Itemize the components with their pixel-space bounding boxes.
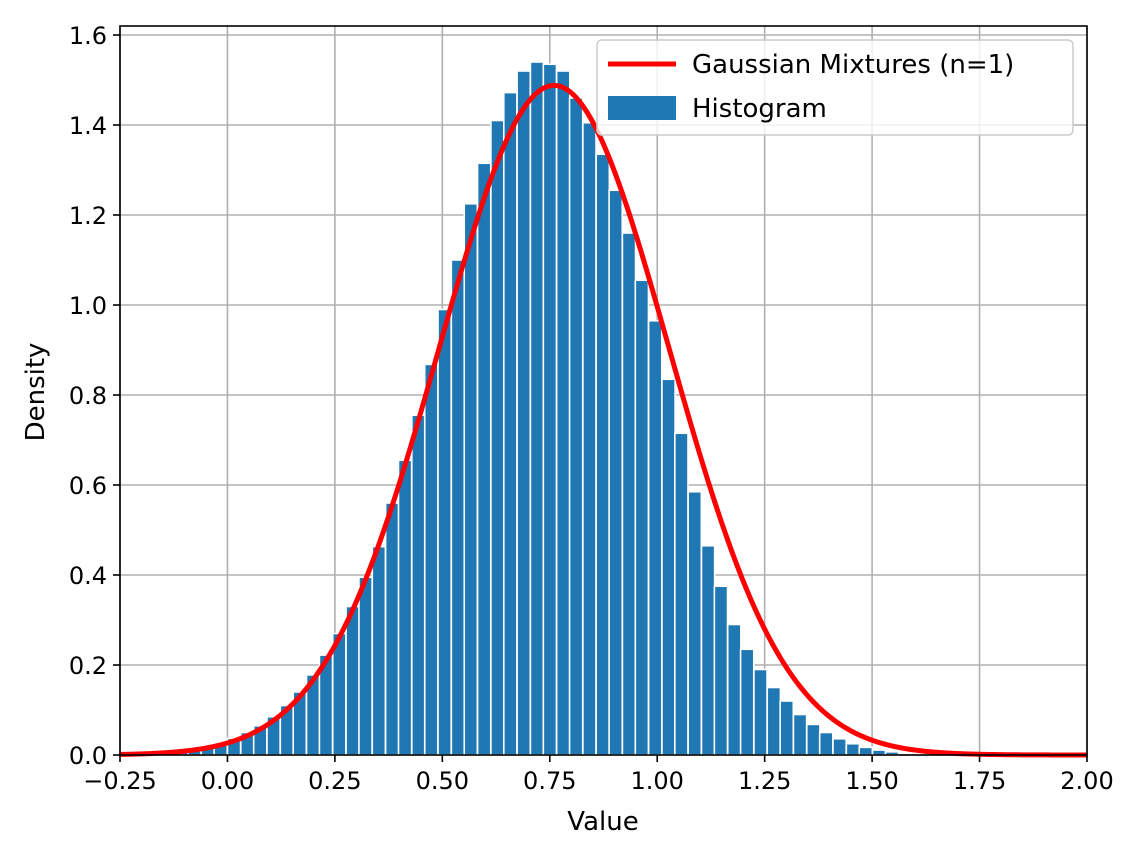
- x-tick-label: 0.00: [201, 767, 254, 795]
- histogram-bar: [726, 623, 742, 756]
- gaussian-curve-layer: [119, 82, 1088, 758]
- y-tick-label: 1.4: [69, 112, 107, 140]
- histogram-bar: [739, 648, 755, 756]
- histogram-bar: [634, 279, 650, 756]
- legend-label-gaussian: Gaussian Mixtures (n=1): [692, 50, 1014, 80]
- histogram-bar: [450, 259, 466, 756]
- x-tick-label: −0.25: [83, 767, 157, 795]
- histogram-bar: [516, 70, 532, 756]
- histogram-bar: [542, 63, 558, 756]
- histogram-bar: [331, 632, 347, 756]
- histogram-bar: [582, 121, 597, 756]
- histogram-bars: [147, 61, 913, 756]
- histogram-bar: [805, 723, 821, 756]
- histogram-bar: [845, 742, 861, 756]
- histogram-bar: [792, 713, 808, 756]
- histogram-bar: [713, 585, 729, 756]
- x-tick-label: 1.75: [953, 767, 1006, 795]
- histogram-bar: [621, 232, 637, 756]
- x-tick-label: 1.50: [845, 767, 898, 795]
- x-tick-label: 1.25: [738, 767, 791, 795]
- histogram-bar: [345, 605, 361, 756]
- y-tick-label: 0.6: [69, 472, 107, 500]
- histogram-bar: [411, 414, 426, 756]
- histogram-bar: [674, 432, 689, 756]
- plot-frame: [119, 25, 1088, 756]
- y-axis-ticks: 0.0 0.2 0.4 0.6 0.8 1.0 1.2 1.4 1.6: [69, 22, 120, 770]
- histogram-bar: [397, 459, 413, 756]
- histogram-bar: [358, 576, 373, 756]
- x-axis-ticks: −0.25 0.00 0.25 0.50 0.75 1.00 1.25 1.50 1.75 2.0…: [83, 755, 1114, 795]
- y-tick-label: 0.4: [69, 562, 107, 590]
- histogram-bar: [476, 162, 492, 756]
- y-tick-label: 1.6: [69, 22, 107, 50]
- legend: Gaussian Mixtures (n=1) Histogram: [596, 39, 1074, 136]
- histogram-bar: [490, 119, 505, 756]
- histogram-bar: [687, 490, 703, 756]
- y-tick-label: 1.2: [69, 202, 107, 230]
- y-tick-label: 0.0: [69, 742, 107, 770]
- histogram-bar: [502, 91, 518, 756]
- y-tick-label: 1.0: [69, 292, 107, 320]
- y-tick-label: 0.2: [69, 652, 107, 680]
- x-tick-label: 1.00: [631, 767, 684, 795]
- histogram-bar: [608, 189, 624, 756]
- histogram-bar: [832, 737, 847, 756]
- histogram-bar: [700, 544, 716, 756]
- histogram-bar: [766, 686, 782, 756]
- histogram-bar: [753, 668, 768, 756]
- histogram-bar: [858, 746, 874, 756]
- histogram-bar: [647, 319, 663, 756]
- x-axis-label: Value: [567, 807, 638, 837]
- histogram-bar: [568, 97, 584, 756]
- histogram-bar: [818, 731, 834, 756]
- y-axis-label: Density: [21, 343, 51, 442]
- legend-box: [596, 39, 1074, 136]
- histogram-bar: [423, 363, 439, 756]
- histogram-bar: [661, 378, 676, 756]
- histogram-bar: [595, 153, 611, 756]
- x-tick-label: 0.75: [523, 767, 576, 795]
- histogram-bar: [529, 61, 545, 756]
- x-tick-label: 2.00: [1060, 767, 1113, 795]
- histogram-bar: [463, 202, 479, 756]
- gaussian-mixture-curve: [119, 82, 1088, 758]
- histogram-bar: [384, 502, 400, 756]
- x-tick-label: 0.50: [416, 767, 469, 795]
- legend-bar-swatch: [608, 96, 676, 120]
- histogram-bar: [371, 545, 387, 756]
- histogram-bar: [437, 308, 452, 756]
- histogram-bar: [779, 700, 795, 756]
- x-tick-label: 0.25: [308, 767, 361, 795]
- histogram-bar: [555, 70, 571, 756]
- legend-label-histogram: Histogram: [692, 94, 827, 124]
- y-tick-label: 0.8: [69, 382, 107, 410]
